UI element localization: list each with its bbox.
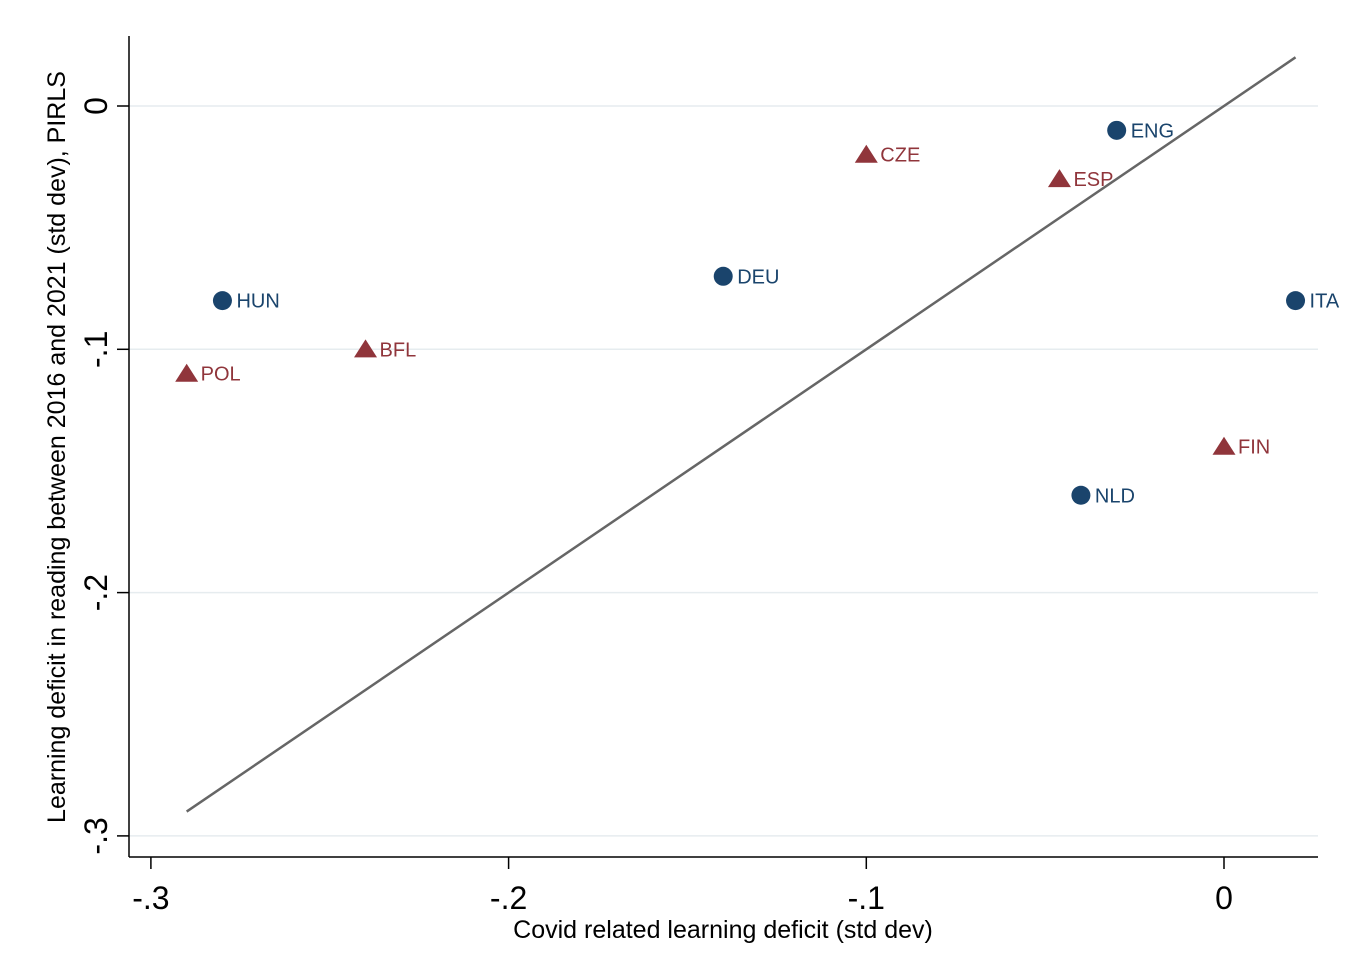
point-label-nld: NLD [1095,485,1135,507]
y-tick-label: -.2 [78,574,114,611]
y-tick-label: 0 [78,97,114,115]
y-tick-label: -.3 [78,817,114,854]
point-deu [713,266,733,286]
point-bfl [354,339,378,358]
point-pol [175,363,199,382]
x-axis-title: Covid related learning deficit (std dev) [513,916,933,944]
point-esp [1047,169,1071,188]
gridlines [129,105,1318,837]
point-cze [854,144,878,163]
point-nld [1071,485,1091,505]
point-label-eng: ENG [1131,120,1174,142]
point-fin [1212,436,1236,455]
x-tick-label: -.1 [848,880,885,916]
x-tick-label: -.2 [490,880,527,916]
point-label-esp: ESP [1073,169,1113,191]
y-axis-title: Learning deficit in reading between 2016… [43,71,71,823]
x-tick-label: -.3 [132,880,169,916]
point-label-cze: CZE [880,145,920,167]
point-label-ita: ITA [1310,291,1340,313]
reference-line [185,56,1297,813]
point-label-fin: FIN [1238,437,1270,459]
data-points: HUN DEU ENG ITA NLD POL BFL CZE ESP FIN [175,120,1340,507]
point-label-deu: DEU [737,266,779,288]
point-hun [212,291,232,311]
x-tick-label: 0 [1215,880,1233,916]
point-ita [1286,291,1306,311]
point-eng [1107,120,1127,140]
point-label-pol: POL [201,364,241,386]
point-label-bfl: BFL [380,339,417,361]
reference-line-group [185,56,1297,813]
axes: -.3 -.2 -.1 0 -.3 -.2 -.1 0 [78,36,1318,916]
y-tick-label: -.1 [78,331,114,368]
point-label-hun: HUN [236,291,279,313]
